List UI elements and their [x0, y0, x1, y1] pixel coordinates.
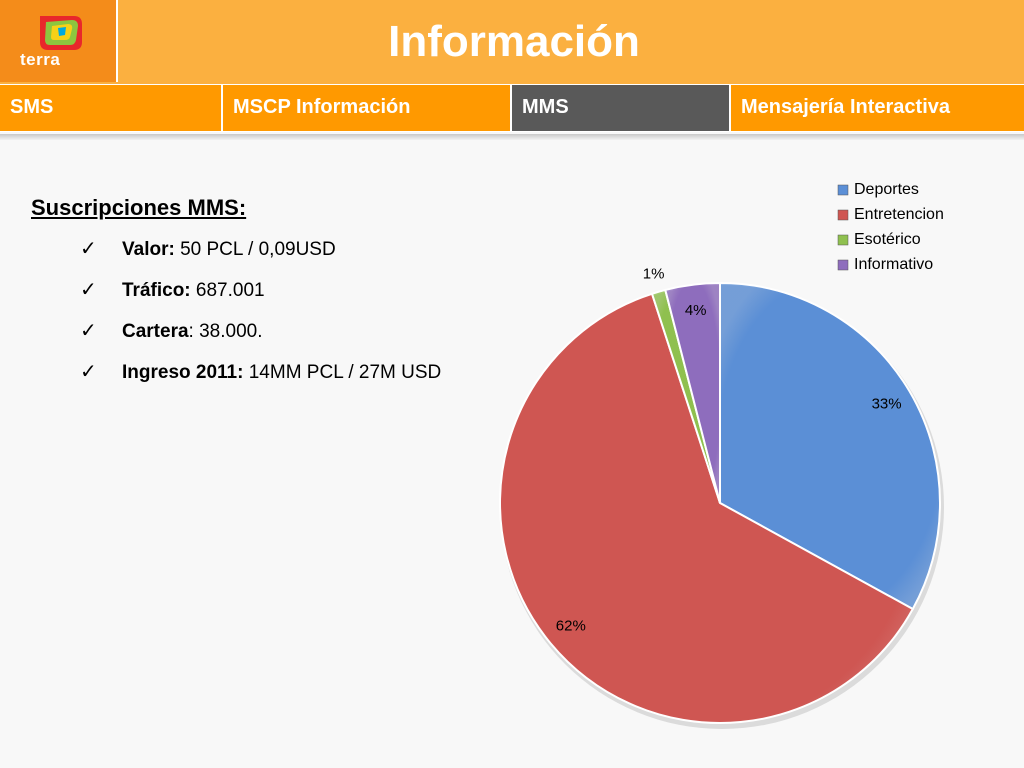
bullet-value: 687.001	[190, 280, 265, 301]
legend-label-deportes: Deportes	[854, 181, 919, 198]
legend-swatch-deportes	[837, 184, 849, 196]
bullet-item-ingreso: ✓ Ingreso 2011: 14MM PCL / 27M USD	[80, 359, 441, 400]
pie-slice-informativo	[664, 281, 721, 504]
tab-mms[interactable]: MMS	[512, 85, 729, 131]
terra-logo-icon	[40, 16, 82, 50]
legend-swatch-informativo	[837, 259, 849, 271]
tab-sms[interactable]: SMS	[0, 85, 221, 131]
data-label-entretencion: 62%	[556, 617, 586, 634]
bullet-list: ✓ Valor: 50 PCL / 0,09USD ✓ Tráfico: 687.0…	[80, 236, 441, 400]
bullet-item-trafico: ✓ Tráfico: 687.001	[80, 277, 441, 318]
page-title: Información	[388, 17, 640, 66]
bullet-label: Cartera	[122, 321, 189, 342]
tab-mensajeria-interactiva[interactable]: Mensajería Interactiva	[731, 85, 1024, 131]
legend-swatch-entretencion	[837, 209, 849, 221]
bullet-value: 14MM PCL / 27M USD	[243, 362, 442, 383]
checkmark-icon: ✓	[80, 361, 97, 383]
legend-label-informativo: Informativo	[854, 256, 933, 273]
bullet-label: Valor:	[122, 239, 175, 260]
bullet-item-cartera: ✓ Cartera: 38.000.	[80, 318, 441, 359]
bullet-value: 50 PCL / 0,09USD	[174, 239, 336, 260]
bullet-item-valor: ✓ Valor: 50 PCL / 0,09USD	[80, 236, 441, 277]
checkmark-icon: ✓	[80, 238, 97, 260]
section-title: Suscripciones MMS:	[31, 195, 247, 220]
tab-bar: SMS MSCP Información MMS Mensajería Inte…	[0, 84, 1024, 132]
legend-swatch-esoterico	[837, 234, 849, 246]
terra-logo: terra	[0, 0, 118, 82]
tab-mscp-informacion[interactable]: MSCP Información	[223, 85, 510, 131]
bullet-label: Tráfico:	[122, 280, 191, 301]
pie-slice-deportes	[719, 281, 942, 611]
data-label-informativo: 4%	[685, 302, 707, 319]
legend-label-entretencion: Entretencion	[854, 206, 944, 223]
pie-chart: 33% 62% 1% 4% Deportes Entretencion Esotérico I…	[499, 181, 944, 729]
pie-slice-entretencion	[499, 292, 915, 724]
data-label-esoterico: 1%	[643, 265, 665, 282]
bullet-label: Ingreso 2011:	[122, 362, 244, 383]
legend-label-esoterico: Esotérico	[854, 231, 921, 248]
divider	[0, 134, 1024, 140]
header: terra Información	[0, 0, 1024, 84]
checkmark-icon: ✓	[80, 320, 97, 342]
bullet-value: : 38.000.	[188, 321, 263, 342]
checkmark-icon: ✓	[80, 279, 97, 301]
data-label-deportes: 33%	[872, 395, 902, 412]
logo-text: terra	[20, 50, 61, 69]
